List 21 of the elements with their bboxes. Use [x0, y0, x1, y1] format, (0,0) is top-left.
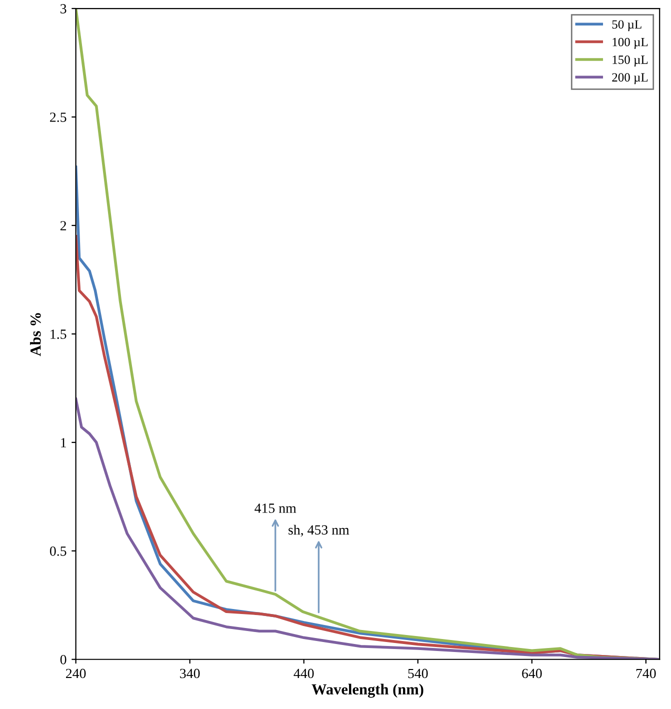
y-tick-label: 0.5 — [50, 546, 66, 556]
y-tick-label: 1 — [61, 438, 66, 448]
x-tick-label: 340 — [180, 668, 200, 678]
annotation: 415 nm — [254, 504, 296, 513]
annotation: sh, 453 nm — [288, 524, 350, 537]
y-axis-title: Abs % — [30, 313, 41, 356]
y-tick-label: 1.5 — [50, 330, 66, 339]
x-axis-title: Wavelength (nm) — [312, 684, 424, 698]
y-tick-label: 2 — [60, 221, 66, 230]
y-tick-label: 0 — [60, 654, 66, 664]
legend-label: 100 µL — [612, 38, 648, 49]
x-tick-label: 640 — [522, 668, 542, 678]
x-tick-label: 240 — [66, 668, 86, 678]
y-tick-label: 3 — [60, 4, 66, 14]
legend-label: 200 µL — [612, 73, 648, 84]
x-tick-label: 540 — [408, 668, 428, 678]
x-tick-label: 740 — [636, 668, 656, 678]
legend-label: 50 µL — [612, 20, 642, 32]
legend-label: 150 µL — [612, 56, 648, 66]
y-tick-label: 2.5 — [50, 112, 66, 122]
x-tick-label: 440 — [294, 668, 314, 678]
